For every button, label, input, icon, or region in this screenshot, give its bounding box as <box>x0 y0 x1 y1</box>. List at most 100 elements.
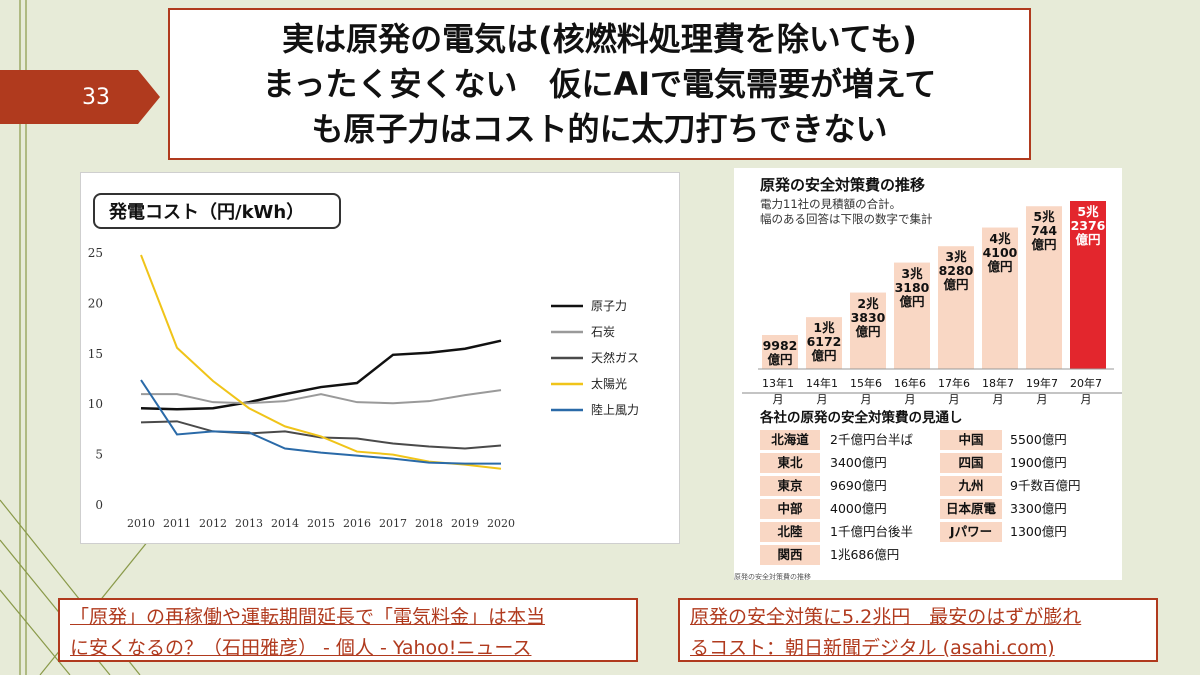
bar-value-label: 9982 億円 <box>762 339 798 367</box>
y-tick-label: 25 <box>88 246 103 260</box>
bar-value-line: 億円 <box>811 348 837 364</box>
bar-value-label: 3兆 3180 億円 <box>894 266 930 309</box>
line-chart-svg: 0 5 10 15 20 25 2010 2011 2012 2013 2014 2015 2016 20… <box>88 246 639 530</box>
x-tick-label: 2013 <box>235 517 263 530</box>
bar-value-line: 3兆 <box>945 249 967 265</box>
bar <box>850 292 886 369</box>
company-cost: 3400億円 <box>830 455 887 470</box>
bar-value-line: 億円 <box>899 293 925 309</box>
legend-label: 石炭 <box>591 325 615 339</box>
y-tick-label: 10 <box>88 397 103 411</box>
company-cost: 2千億円台半ば <box>830 432 913 447</box>
series-line <box>140 339 502 411</box>
bar <box>894 262 930 369</box>
link-text[interactable]: るコスト：朝日新聞デジタル (asahi.com) <box>690 637 1055 659</box>
bar-category-label: 15年6月 <box>850 377 882 406</box>
link-text[interactable]: に安くなるの？（石田雅彦） - 個人 - Yahoo!ニュース <box>70 637 532 659</box>
cost-outlook-title: 各社の原発の安全対策費の見通し <box>760 410 963 426</box>
bar-category-label: 14年1月 <box>806 377 838 406</box>
legend-label: 原子力 <box>591 299 627 313</box>
bar <box>762 335 798 369</box>
link-text[interactable]: 原発の安全対策に5.2兆円 最安のはずが膨れ <box>690 606 1082 628</box>
bar-category-label: 20年7月 <box>1070 377 1102 406</box>
bar-value-line: 億円 <box>767 352 793 367</box>
y-tick-label: 15 <box>88 347 103 361</box>
bar-value-label: 5兆 744 億円 <box>1026 210 1062 252</box>
asahi-link[interactable]: 原発の安全対策に5.2兆円 最安のはずが膨れ るコスト：朝日新聞デジタル (as… <box>678 598 1158 662</box>
bar-category-label: 17年6月 <box>938 377 970 406</box>
company-cost: 9千数百億円 <box>1010 478 1081 493</box>
title-line: も原子力はコスト的に太刀打ちできない <box>311 109 888 148</box>
series-line <box>140 254 502 470</box>
company-cost: 4000億円 <box>830 501 887 516</box>
company-name: 四国 <box>940 453 1002 473</box>
company-cost: 1900億円 <box>1010 455 1067 470</box>
y-tick-label: 0 <box>95 498 103 512</box>
x-tick-label: 2019 <box>451 517 479 530</box>
x-tick-label: 2012 <box>199 517 227 530</box>
company-cost: 1兆686億円 <box>830 547 900 562</box>
company-cost: 3300億円 <box>1010 501 1067 516</box>
bar <box>938 246 974 369</box>
bar-value-label: 2兆 3830 億円 <box>850 295 886 339</box>
x-tick-label: 2016 <box>343 517 371 530</box>
bar-value-line: 744 <box>1030 223 1058 239</box>
bar-chart-note: 幅のある回答は下限の数字で集計 <box>760 212 933 226</box>
bar-value-line: 億円 <box>987 258 1013 274</box>
x-tick-label: 2017 <box>379 517 407 530</box>
link-text[interactable]: 「原発」の再稼働や運転期間延長で「電気料金」は本当 <box>70 606 546 628</box>
bar-value-label: 5兆 2376 億円 <box>1070 205 1106 247</box>
y-tick-label: 20 <box>88 296 103 310</box>
bar-value-line: 億円 <box>943 277 969 293</box>
bar-value-label: 3兆 8280 億円 <box>938 250 974 292</box>
x-tick-label: 2018 <box>415 517 443 530</box>
chart-title: 発電コスト（円/kWh） <box>93 193 341 229</box>
bar-chart-note: 電力11社の見積額の合計。 <box>760 197 902 211</box>
slide-number: 33 <box>0 70 160 124</box>
bar-value-line: 4兆 <box>989 230 1011 246</box>
source-note: 原発の安全対策費の推移 <box>734 573 811 581</box>
bar <box>806 317 842 369</box>
bar-value-line: 5兆 <box>1033 209 1055 225</box>
safety-cost-panel: 原発の安全対策費の推移 電力11社の見積額の合計。 幅のある回答は下限の数字で集… <box>734 168 1122 581</box>
y-tick-label: 5 <box>95 448 103 462</box>
legend-label: 陸上風力 <box>591 403 639 417</box>
company-cost: 9690億円 <box>830 478 887 493</box>
series-line <box>140 420 502 450</box>
bar-value-line: 億円 <box>855 323 881 339</box>
company-cost: 1千億円台後半 <box>830 524 913 539</box>
yahoo-news-link[interactable]: 「原発」の再稼働や運転期間延長で「電気料金」は本当 に安くなるの？（石田雅彦） … <box>58 598 638 662</box>
bar-value-line: 4100 <box>982 244 1018 260</box>
bar-value-line: 3830 <box>850 309 886 325</box>
bar-category-label: 16年6月 <box>894 377 926 406</box>
company-name: Jパワー <box>940 522 1002 542</box>
bar-value-line: 億円 <box>1075 232 1101 247</box>
bar-value-line: 1兆 <box>813 320 835 336</box>
company-name: 九州 <box>940 476 1002 496</box>
bar-value-line: 8280 <box>938 263 974 279</box>
bar <box>1026 206 1062 369</box>
bar-category-label: 13年1月 <box>762 377 794 406</box>
company-name: 中国 <box>940 430 1002 450</box>
bar-value-line: 2兆 <box>857 295 879 311</box>
bar <box>1070 201 1106 369</box>
power-cost-chart: 0 5 10 15 20 25 2010 2011 2012 2013 2014 2015 2016 20… <box>80 172 680 544</box>
bar-category-label: 18年7月 <box>982 377 1014 406</box>
legend-label: 天然ガス <box>591 350 639 365</box>
bar-value-line: 5兆 <box>1077 204 1099 219</box>
company-name: 中部 <box>760 499 820 519</box>
title-line: まったく安くない 仮にAIで電気需要が増えて <box>262 64 937 103</box>
x-tick-label: 2014 <box>271 517 299 530</box>
company-name: 北海道 <box>760 430 820 450</box>
bar-value-line: 3180 <box>894 279 930 295</box>
bar-value-line: 2376 <box>1070 218 1106 233</box>
company-name: 北陸 <box>760 522 820 542</box>
bar <box>982 227 1018 369</box>
bar-chart-svg <box>742 201 1122 394</box>
company-cost: 1300億円 <box>1010 524 1067 539</box>
x-tick-label: 2010 <box>127 517 155 530</box>
bar-chart-title: 原発の安全対策費の推移 <box>760 176 926 194</box>
bar-value-line: 9982 <box>762 338 798 353</box>
series-line <box>141 389 502 405</box>
series-line <box>140 379 501 465</box>
